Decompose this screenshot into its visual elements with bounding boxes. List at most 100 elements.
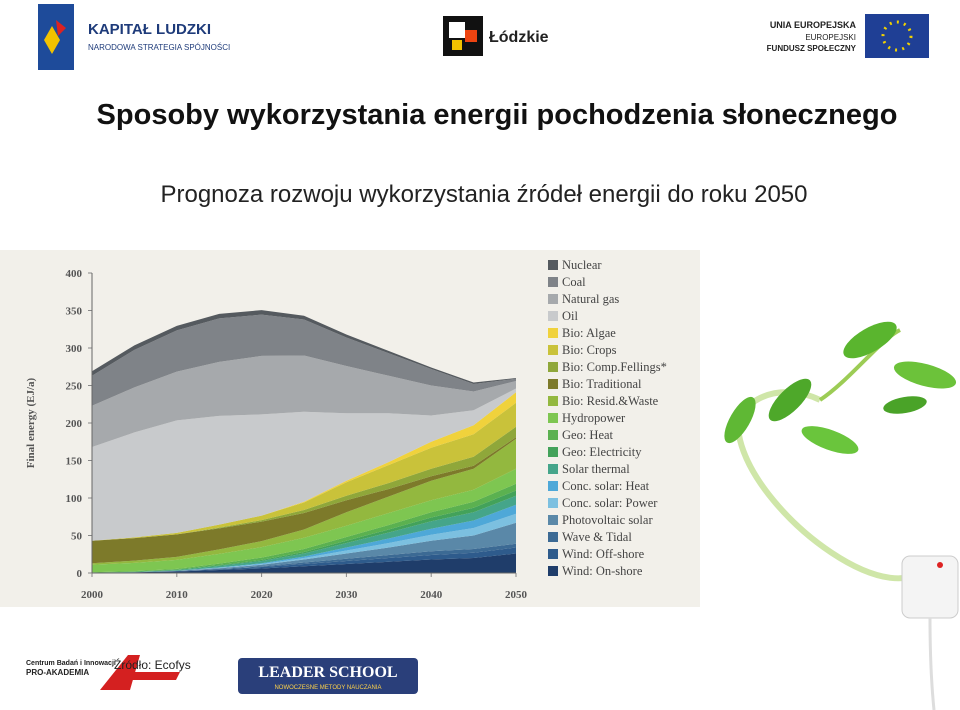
- legend-swatch: [548, 515, 558, 525]
- eu-line: EUROPEJSKI: [805, 33, 856, 42]
- area: [92, 522, 516, 573]
- legend-swatch: [548, 447, 558, 457]
- y-tick-label: 200: [66, 418, 83, 430]
- eu-line: FUNDUSZ SPOŁECZNY: [767, 44, 857, 53]
- legend-swatch: [548, 498, 558, 508]
- slide-subtitle: Prognoza rozwoju wykorzystania źródeł en…: [160, 181, 807, 208]
- x-tick-label: 2040: [420, 589, 443, 601]
- legend-swatch: [548, 311, 558, 321]
- source-note: Źródło: Ecofys: [114, 657, 191, 672]
- logo-star: [56, 20, 66, 36]
- logo-shape: [126, 672, 180, 680]
- legend-swatch: [548, 430, 558, 440]
- legend-swatch: [548, 362, 558, 372]
- legend-swatch: [548, 328, 558, 338]
- logo-square: [465, 30, 477, 42]
- logo-title: LEADER SCHOOL: [258, 664, 397, 681]
- plant-illustration: [724, 321, 959, 710]
- eu-flag: [865, 14, 929, 58]
- y-axis-label: Final energy (EJ/a): [25, 377, 37, 468]
- legend-label: Nuclear: [562, 258, 602, 272]
- legend-label: Hydropower: [562, 411, 626, 425]
- logo-square: [452, 40, 462, 50]
- logo-star: [44, 26, 60, 54]
- x-tick-label: 2020: [251, 589, 274, 601]
- logo-subtitle: NARODOWA STRATEGIA SPÓJNOŚCI: [88, 43, 230, 52]
- legend-label: Geo: Electricity: [562, 445, 642, 459]
- legend-label: Bio: Algae: [562, 326, 616, 340]
- legend-swatch: [548, 294, 558, 304]
- legend-swatch: [548, 345, 558, 355]
- legend-label: Coal: [562, 275, 586, 289]
- logo-proakademia: Centrum Badań i Innowacji PRO-AKADEMIA: [26, 655, 180, 690]
- y-tick-label: 0: [77, 568, 83, 580]
- logo-line: Centrum Badań i Innowacji: [26, 660, 116, 667]
- eu-line: UNIA EUROPEJSKA: [770, 20, 857, 30]
- legend-label: Conc. solar: Heat: [562, 479, 650, 493]
- legend-swatch: [548, 532, 558, 542]
- y-tick-label: 100: [66, 493, 83, 505]
- legend-swatch: [548, 396, 558, 406]
- legend-label: Wind: Off-shore: [562, 547, 645, 561]
- legend-label: Geo: Heat: [562, 428, 614, 442]
- legend-label: Conc. solar: Power: [562, 496, 658, 510]
- leaf: [801, 426, 859, 454]
- leaf: [893, 361, 957, 389]
- x-tick-label: 2010: [166, 589, 189, 601]
- legend-swatch: [548, 481, 558, 491]
- plant-stem: [735, 389, 933, 582]
- logo-title: Łódzkie: [489, 29, 549, 46]
- logo-title: KAPITAŁ LUDZKI: [88, 21, 211, 38]
- legend-swatch: [548, 277, 558, 287]
- y-tick-label: 150: [66, 456, 83, 468]
- legend-swatch: [548, 413, 558, 423]
- legend-label: Photovoltaic solar: [562, 513, 653, 527]
- legend-label: Solar thermal: [562, 462, 630, 476]
- legend-swatch: [548, 464, 558, 474]
- y-tick-label: 250: [66, 381, 83, 393]
- y-tick-label: 50: [71, 531, 83, 543]
- socket-light: [937, 562, 943, 568]
- cable: [928, 617, 936, 710]
- leaf: [883, 396, 927, 414]
- legend-label: Oil: [562, 309, 579, 323]
- area: [92, 388, 516, 541]
- legend-label: Wind: On-shore: [562, 564, 643, 578]
- logo-square: [449, 22, 465, 38]
- logo-line: PRO-AKADEMIA: [26, 668, 89, 677]
- y-tick-label: 300: [66, 343, 83, 355]
- area: [92, 355, 516, 447]
- logo-shape: [100, 655, 140, 690]
- leaf: [768, 378, 812, 422]
- socket: [901, 555, 959, 619]
- legend-label: Bio: Comp.Fellings*: [562, 360, 667, 374]
- logo-lodzkie: Łódzkie: [443, 16, 549, 56]
- eu-stars: [881, 20, 913, 52]
- logo-leader-school: LEADER SCHOOL NOWOCZESNE METODY NAUCZANI…: [238, 658, 418, 694]
- y-tick-label: 400: [66, 268, 83, 280]
- legend-swatch: [548, 549, 558, 559]
- chart: 0 50 100 150 200 250 300 350 400 2000 2010 2020 2030…: [25, 258, 667, 601]
- logo-kapital: KAPITAŁ LUDZKI NARODOWA STRATEGIA SPÓJNO…: [38, 4, 230, 70]
- area: [92, 314, 516, 406]
- y-tick-label: 350: [66, 306, 83, 318]
- logo-box: [238, 658, 418, 694]
- legend-label: Bio: Crops: [562, 343, 617, 357]
- legend-label: Bio: Traditional: [562, 377, 642, 391]
- x-tick-label: 2000: [81, 589, 104, 601]
- leaf: [724, 396, 756, 444]
- leaf: [843, 321, 897, 359]
- legend-swatch: [548, 379, 558, 389]
- logo-eu: UNIA EUROPEJSKA EUROPEJSKI FUNDUSZ SPOŁE…: [767, 14, 929, 58]
- area: [92, 437, 516, 564]
- legend-label: Wave & Tidal: [562, 530, 632, 544]
- legend-swatch: [548, 566, 558, 576]
- logo-subtitle: NOWOCZESNE METODY NAUCZANIA: [274, 685, 381, 691]
- legend-label: Natural gas: [562, 292, 619, 306]
- legend-swatch: [548, 260, 558, 270]
- x-tick-label: 2050: [505, 589, 528, 601]
- legend-label: Bio: Resid.&Waste: [562, 394, 659, 408]
- x-tick-label: 2030: [335, 589, 358, 601]
- area: [92, 553, 516, 573]
